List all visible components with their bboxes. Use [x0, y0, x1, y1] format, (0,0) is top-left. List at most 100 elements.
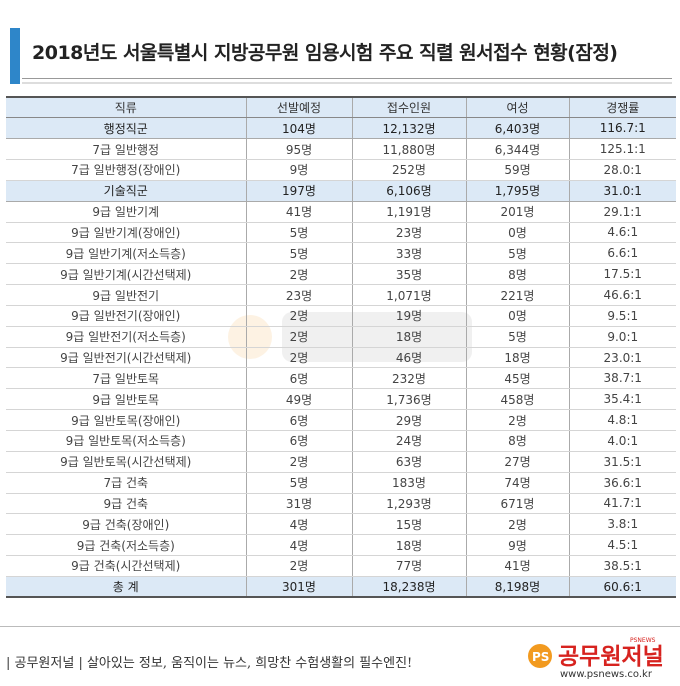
table-row: 9급 일반토목(장애인) 6명 29명 2명 4.8:1	[6, 409, 676, 431]
table-row: 9급 일반전기(시간선택제) 2명 46명 18명 23.0:1	[6, 347, 676, 369]
table-row: 9급 일반기계(저소득층) 5명 33명 5명 6.6:1	[6, 242, 676, 265]
cell-planned: 31명	[246, 493, 353, 515]
cell-planned: 23명	[246, 284, 353, 306]
cell-applicants: 46명	[352, 347, 467, 369]
table-row: 9급 일반토목 49명 1,736명 458명 35.4:1	[6, 388, 676, 411]
cell-category: 기술직군	[6, 180, 247, 202]
cell-planned: 6명	[246, 367, 353, 390]
cell-ratio: 9.0:1	[569, 326, 676, 348]
cell-planned: 2명	[246, 326, 353, 348]
cell-planned: 301명	[246, 575, 353, 599]
cell-applicants: 77명	[352, 555, 467, 577]
footer-tagline: | 공무원저널 | 살아있는 정보, 움직이는 뉴스, 희망찬 수험생활의 필수…	[6, 656, 413, 671]
cell-women: 221명	[466, 284, 570, 306]
cell-women: 201명	[466, 201, 570, 223]
cell-category: 9급 건축(장애인)	[6, 513, 247, 536]
cell-category: 9급 일반토목(저소득층)	[6, 430, 247, 452]
table-row: 9급 일반전기 23명 1,071명 221명 46.6:1	[6, 284, 676, 306]
cell-planned: 104명	[246, 117, 353, 140]
cell-women: 6,403명	[466, 117, 570, 140]
table-section-row: 기술직군 197명 6,106명 1,795명 31.0:1	[6, 180, 676, 202]
cell-planned: 197명	[246, 180, 353, 202]
cell-planned: 2명	[246, 305, 353, 327]
table-header-row: 직류 선발예정 접수인원 여성 경쟁률	[6, 96, 676, 119]
cell-applicants: 183명	[352, 472, 467, 494]
cell-women: 8,198명	[466, 575, 570, 599]
cell-ratio: 31.5:1	[569, 451, 676, 473]
table-row: 9급 일반전기(저소득층) 2명 18명 5명 9.0:1	[6, 326, 676, 348]
cell-category: 총 계	[6, 575, 247, 599]
cell-planned: 4명	[246, 534, 353, 557]
table-row: 7급 일반행정 95명 11,880명 6,344명 125.1:1	[6, 138, 676, 161]
table-row: 9급 건축(저소득층) 4명 18명 9명 4.5:1	[6, 534, 676, 557]
cell-planned: 5명	[246, 242, 353, 265]
cell-applicants: 232명	[352, 367, 467, 390]
logo-wordmark: 공무원저널	[558, 644, 664, 670]
table-section-row: 행정직군 104명 12,132명 6,403명 116.7:1	[6, 117, 676, 140]
cell-applicants: 24명	[352, 430, 467, 452]
cell-category: 9급 일반토목	[6, 388, 247, 411]
table-body: 행정직군 104명 12,132명 6,403명 116.7:1 7급 일반행정 95명 11…	[6, 117, 676, 599]
cell-ratio: 60.6:1	[569, 575, 676, 599]
cell-applicants: 1,736명	[352, 388, 467, 411]
cell-category: 7급 일반토목	[6, 367, 247, 390]
recruitment-table: 직류 선발예정 접수인원 여성 경쟁률 행정직군 104명 12,132명 6,403…	[6, 96, 676, 599]
cell-planned: 2명	[246, 263, 353, 286]
logo-badge: PS	[532, 650, 549, 664]
cell-ratio: 35.4:1	[569, 388, 676, 411]
cell-planned: 49명	[246, 388, 353, 411]
cell-applicants: 18명	[352, 534, 467, 557]
table-row: 9급 일반기계(장애인) 5명 23명 0명 4.6:1	[6, 222, 676, 244]
cell-women: 671명	[466, 493, 570, 515]
cell-applicants: 1,293명	[352, 493, 467, 515]
cell-women: 8명	[466, 430, 570, 452]
cell-ratio: 17.5:1	[569, 263, 676, 286]
column-header-applicants: 접수인원	[352, 96, 467, 119]
cell-category: 9급 일반전기(저소득층)	[6, 326, 247, 348]
logo-small-text: PSNEWS	[630, 637, 656, 644]
table-total-row: 총 계 301명 18,238명 8,198명 60.6:1	[6, 575, 676, 599]
cell-applicants: 18,238명	[352, 575, 467, 599]
table-row: 9급 일반토목(시간선택제) 2명 63명 27명 31.5:1	[6, 451, 676, 473]
cell-applicants: 12,132명	[352, 117, 467, 140]
cell-category: 9급 건축(저소득층)	[6, 534, 247, 557]
cell-ratio: 38.5:1	[569, 555, 676, 577]
cell-applicants: 6,106명	[352, 180, 467, 202]
cell-category: 9급 일반기계(저소득층)	[6, 242, 247, 265]
cell-ratio: 31.0:1	[569, 180, 676, 202]
cell-planned: 9명	[246, 159, 353, 181]
cell-applicants: 33명	[352, 242, 467, 265]
cell-category: 9급 건축	[6, 493, 247, 515]
cell-women: 0명	[466, 305, 570, 327]
cell-planned: 4명	[246, 513, 353, 536]
cell-applicants: 15명	[352, 513, 467, 536]
cell-planned: 5명	[246, 222, 353, 244]
cell-applicants: 35명	[352, 263, 467, 286]
cell-women: 2명	[466, 513, 570, 536]
cell-ratio: 4.0:1	[569, 430, 676, 452]
cell-planned: 5명	[246, 472, 353, 494]
cell-ratio: 4.6:1	[569, 222, 676, 244]
cell-ratio: 4.8:1	[569, 409, 676, 431]
cell-category: 7급 일반행정(장애인)	[6, 159, 247, 181]
table-row: 9급 건축(시간선택제) 2명 77명 41명 38.5:1	[6, 555, 676, 577]
psnews-logo: PS 공무원저널 PSNEWS	[528, 637, 664, 670]
table-row: 9급 건축(장애인) 4명 15명 2명 3.8:1	[6, 513, 676, 536]
cell-women: 45명	[466, 367, 570, 390]
cell-planned: 6명	[246, 409, 353, 431]
footer-divider	[0, 626, 680, 627]
cell-applicants: 19명	[352, 305, 467, 327]
title-accent-bar	[10, 28, 20, 84]
cell-planned: 2명	[246, 451, 353, 473]
cell-category: 9급 일반전기(시간선택제)	[6, 347, 247, 369]
cell-women: 27명	[466, 451, 570, 473]
cell-ratio: 6.6:1	[569, 242, 676, 265]
footer-url: www.psnews.co.kr	[560, 669, 652, 680]
table-row: 9급 일반기계 41명 1,191명 201명 29.1:1	[6, 201, 676, 223]
title-divider-shadow	[22, 82, 672, 84]
cell-ratio: 28.0:1	[569, 159, 676, 181]
cell-women: 5명	[466, 326, 570, 348]
cell-applicants: 23명	[352, 222, 467, 244]
cell-women: 18명	[466, 347, 570, 369]
cell-women: 2명	[466, 409, 570, 431]
